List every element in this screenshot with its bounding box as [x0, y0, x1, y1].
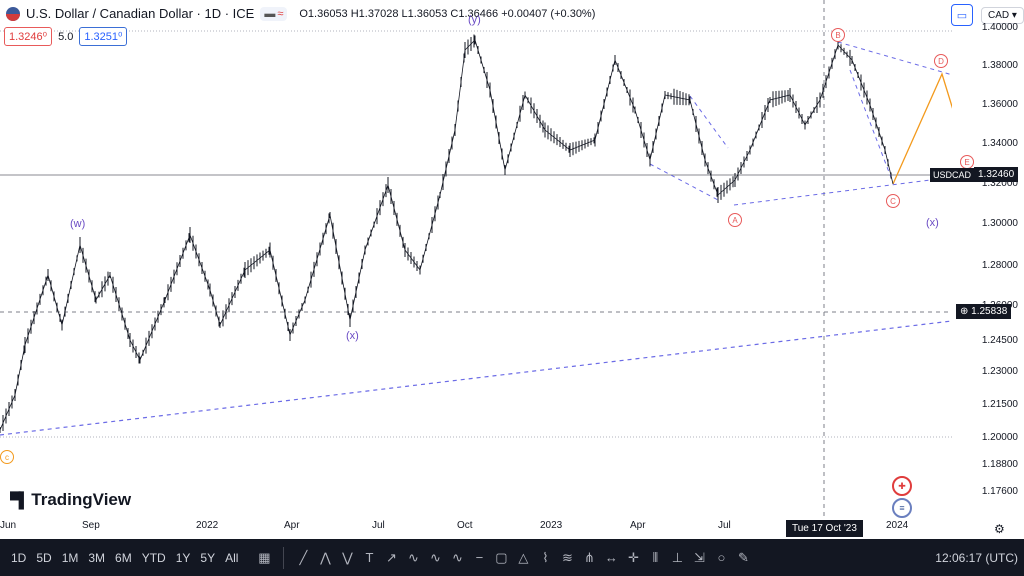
- timeframe-all-button[interactable]: All: [225, 550, 239, 565]
- price-tick-label: 1.18800: [981, 459, 1018, 470]
- time-tick-label: Jun: [0, 520, 17, 531]
- range-tool-icon[interactable]: ↔: [604, 550, 618, 565]
- ray-tool-icon[interactable]: ↗: [385, 549, 397, 565]
- chart-legend: U.S. Dollar / Canadian Dollar · 1D · ICE…: [6, 6, 595, 21]
- timeframe-3m-button[interactable]: 3M: [88, 550, 106, 565]
- price-tick-label: 1.23000: [981, 366, 1018, 377]
- time-tick-label: Apr: [284, 520, 300, 531]
- time-tick-label: Jul: [718, 520, 731, 531]
- wave-abc-icon[interactable]: ∿: [407, 549, 419, 565]
- price-tick-label: 1.34000: [981, 138, 1018, 149]
- wave-wxyz-icon[interactable]: ∿: [451, 549, 463, 565]
- price-tick-label: 1.21500: [981, 399, 1018, 410]
- timeframe-1y-button[interactable]: 1Y: [175, 550, 191, 565]
- bars-pattern-icon[interactable]: ⦀: [652, 549, 659, 565]
- currency-select[interactable]: CAD ▾: [981, 6, 1024, 24]
- timeframe-5d-button[interactable]: 5D: [36, 550, 52, 565]
- tradingview-logo[interactable]: ▀▌ TradingView: [10, 490, 131, 510]
- ohlc-readout: O1.36053 H1.37028 L1.36053 C1.36466 +0.0…: [299, 7, 596, 20]
- wave-label-a: A: [728, 213, 742, 227]
- zigzag-tool-icon[interactable]: ≋: [561, 549, 573, 565]
- abcd-tool-icon[interactable]: ⋁: [342, 549, 353, 565]
- wave-label-small-c: c: [0, 450, 14, 464]
- path-tool-icon[interactable]: ⌇: [542, 549, 549, 565]
- ellipse-tool-icon[interactable]: ○: [717, 550, 726, 565]
- wave-label-w: (w): [70, 218, 86, 230]
- symbol-title[interactable]: U.S. Dollar / Canadian Dollar · 1D · ICE: [26, 6, 255, 21]
- triangle-tool-icon[interactable]: △: [518, 549, 529, 565]
- wave-wxy-icon[interactable]: ∿: [429, 549, 441, 565]
- timeframe-1m-button[interactable]: 1M: [61, 550, 79, 565]
- wave-label-b: B: [831, 28, 845, 42]
- brand-name: TradingView: [31, 490, 132, 509]
- last-symbol-tag: USDCAD: [930, 168, 975, 182]
- horizontal-line-icon[interactable]: −: [475, 550, 484, 565]
- measure-icon[interactable]: ⇲: [693, 549, 705, 565]
- last-price-tag: 1.32460: [974, 167, 1019, 182]
- symbol-flag-icon: [6, 6, 20, 21]
- timeframe-list: 1D 5D 1M 3M 6M YTD 1Y 5Y All: [6, 551, 243, 565]
- timeframe-5y-button[interactable]: 5Y: [200, 550, 216, 565]
- price-axis[interactable]: 1.40000 1.38000 1.36000 1.34000 1.32000 1.300…: [930, 0, 1024, 517]
- indicator-toggle[interactable]: ▬ ≈: [260, 6, 288, 21]
- top-right-controls: ▭ CAD ▾: [951, 4, 1024, 26]
- quote-panel: 1.3246⁰ 5.0 1.3251⁰: [4, 27, 128, 46]
- text-tool-icon[interactable]: T: [365, 550, 374, 565]
- price-chart[interactable]: [0, 0, 971, 517]
- timeframe-1d-button[interactable]: 1D: [11, 550, 27, 565]
- us-event-icon[interactable]: ≡: [892, 498, 912, 518]
- time-tick-label: 2022: [196, 520, 219, 531]
- tradingview-mark-icon: ▀▌: [10, 491, 29, 509]
- price-tick-label: 1.40000: [981, 22, 1018, 33]
- timeframe-6m-button[interactable]: 6M: [115, 550, 132, 565]
- rectangle-tool-icon[interactable]: ▢: [495, 549, 508, 565]
- price-tick-label: 1.32000: [981, 178, 1018, 189]
- price-series-line: [0, 39, 894, 431]
- calendar-icon[interactable]: ▦: [258, 549, 271, 565]
- wave-label-y: (y): [468, 14, 481, 26]
- price-tick-label: 1.38000: [981, 60, 1018, 71]
- sell-button[interactable]: 1.3246⁰: [4, 27, 53, 46]
- price-tick-label: 1.20000: [981, 432, 1018, 443]
- time-tick-label: 2023: [540, 520, 563, 531]
- wave-label-c: C: [886, 194, 900, 208]
- candles: [0, 34, 894, 433]
- time-axis[interactable]: JunSep2022AprJulOct2023AprJulOct2024: [0, 517, 1024, 539]
- time-tick-label: 2024: [886, 520, 909, 531]
- cross-tool-icon[interactable]: ✛: [627, 549, 639, 565]
- price-tick-label: 1.24500: [981, 335, 1018, 346]
- price-tick-label: 1.36000: [981, 99, 1018, 110]
- wave-label-x1: (x): [346, 330, 359, 342]
- time-tick-label: Apr: [630, 520, 646, 531]
- wave-label-d: D: [934, 54, 948, 68]
- timeframe-ytd-button[interactable]: YTD: [141, 550, 166, 565]
- divider: [283, 546, 285, 569]
- snapshot-icon[interactable]: ▭: [951, 4, 973, 26]
- price-tick-label: 1.30000: [981, 218, 1018, 229]
- buy-button[interactable]: 1.3251⁰: [79, 27, 128, 46]
- elliott-wave-tool-icon[interactable]: ⋀: [320, 549, 331, 565]
- settings-gear-icon[interactable]: ⚙: [994, 522, 1005, 536]
- chart-area[interactable]: U.S. Dollar / Canadian Dollar · 1D · ICE…: [0, 0, 974, 518]
- canada-event-icon[interactable]: ✚: [892, 476, 912, 496]
- vertical-line-icon[interactable]: ⊥: [671, 549, 684, 565]
- time-tick-label: Jul: [372, 520, 385, 531]
- crosshair-date-label: Tue 17 Oct '23: [786, 520, 863, 537]
- spread-value: 5.0: [58, 30, 74, 43]
- bottom-toolbar: 1D 5D 1M 3M 6M YTD 1Y 5Y All ▦ ╱ ⋀ ⋁ T ↗ ∿ ∿ ∿ −…: [0, 539, 1024, 576]
- wave-label-x2: (x): [926, 217, 939, 229]
- price-tick-label: 1.28000: [981, 260, 1018, 271]
- price-tick-label: 1.17600: [981, 486, 1018, 497]
- time-tick-label: Sep: [82, 520, 100, 531]
- trendline-tool-icon[interactable]: ╱: [299, 549, 308, 565]
- crosshair-price-tag: ⊕ 1.25838: [956, 304, 1012, 319]
- time-tick-label: Oct: [457, 520, 473, 531]
- brush-tool-icon[interactable]: ✎: [737, 549, 749, 565]
- clock-readout[interactable]: 12:06:17 (UTC): [935, 550, 1018, 565]
- fork-tool-icon[interactable]: ⋔: [583, 549, 595, 565]
